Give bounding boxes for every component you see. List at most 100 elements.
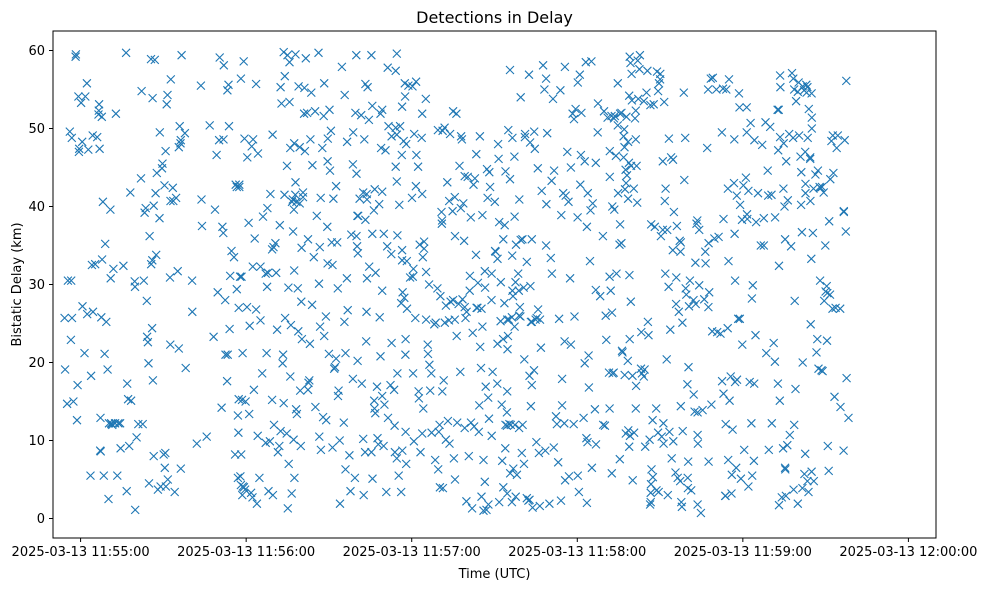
data-point (449, 454, 459, 463)
data-point (287, 489, 297, 498)
data-point (361, 337, 371, 346)
data-point (646, 488, 656, 498)
data-point (527, 234, 537, 244)
data-point (584, 351, 593, 360)
data-point (564, 472, 574, 481)
data-point (235, 272, 245, 282)
data-point (325, 105, 334, 115)
data-point (501, 167, 510, 176)
data-point (725, 396, 734, 406)
data-point (301, 53, 311, 63)
data-point (742, 128, 752, 137)
data-point (263, 203, 272, 213)
data-point (627, 69, 636, 79)
data-point (60, 365, 70, 374)
data-point (786, 241, 796, 251)
data-point (827, 136, 836, 146)
data-point (431, 318, 441, 328)
data-point (708, 73, 718, 83)
data-point (474, 401, 484, 410)
data-point (833, 131, 843, 140)
data-point (764, 445, 774, 455)
data-point (348, 374, 358, 384)
data-point (699, 294, 709, 304)
data-point (283, 50, 292, 60)
data-point (374, 199, 384, 209)
data-point (811, 170, 820, 179)
data-point (100, 349, 109, 359)
data-point (71, 50, 81, 59)
data-point (778, 443, 788, 453)
data-point (683, 457, 693, 466)
data-point (242, 153, 252, 162)
data-point (364, 115, 374, 125)
data-point (352, 231, 361, 241)
data-point (721, 419, 731, 429)
data-point (421, 267, 431, 277)
data-point (144, 358, 153, 368)
data-point (331, 354, 341, 363)
data-point (240, 485, 250, 494)
data-point (411, 77, 421, 87)
data-point (562, 147, 572, 157)
data-point (636, 327, 646, 337)
data-point (452, 109, 461, 119)
data-point (289, 266, 299, 275)
data-point (619, 124, 629, 134)
data-point (788, 74, 798, 83)
data-point (155, 128, 165, 137)
data-point (683, 379, 692, 389)
data-point (484, 500, 493, 509)
data-point (511, 492, 521, 502)
data-point (668, 245, 678, 255)
data-point (225, 271, 235, 281)
data-point (645, 500, 655, 509)
data-point (672, 221, 682, 231)
data-point (163, 90, 172, 100)
data-point (319, 78, 329, 88)
data-point (376, 351, 385, 361)
data-point (251, 79, 261, 89)
data-point (234, 394, 244, 404)
data-point (571, 104, 580, 114)
data-point (475, 342, 485, 352)
data-point (139, 276, 149, 285)
data-point (734, 89, 744, 98)
data-point (315, 322, 325, 331)
data-point (787, 68, 797, 78)
data-point (268, 490, 278, 500)
data-point (456, 131, 466, 141)
data-point (165, 340, 175, 349)
data-point (747, 418, 756, 428)
data-point (398, 287, 407, 297)
data-point (813, 166, 823, 175)
data-point (494, 154, 503, 164)
data-point (397, 102, 407, 112)
data-point (244, 409, 254, 419)
data-point (564, 197, 573, 207)
data-point (631, 381, 641, 391)
data-point (570, 312, 579, 321)
data-point (536, 343, 546, 353)
data-point (500, 220, 510, 230)
data-point (173, 266, 183, 276)
data-point (350, 473, 360, 483)
data-point (630, 114, 640, 123)
data-point (394, 200, 404, 210)
data-point (223, 350, 233, 360)
data-point (209, 332, 218, 342)
data-point (803, 133, 813, 143)
data-point (109, 264, 118, 274)
data-point (251, 305, 261, 314)
data-point (244, 218, 253, 228)
data-point (414, 394, 424, 403)
data-point (468, 328, 478, 338)
data-point (807, 124, 817, 133)
data-point (92, 132, 102, 142)
data-point (639, 96, 649, 106)
data-point (392, 454, 402, 463)
data-point (386, 249, 396, 259)
data-point (556, 85, 565, 95)
data-point (302, 108, 312, 118)
